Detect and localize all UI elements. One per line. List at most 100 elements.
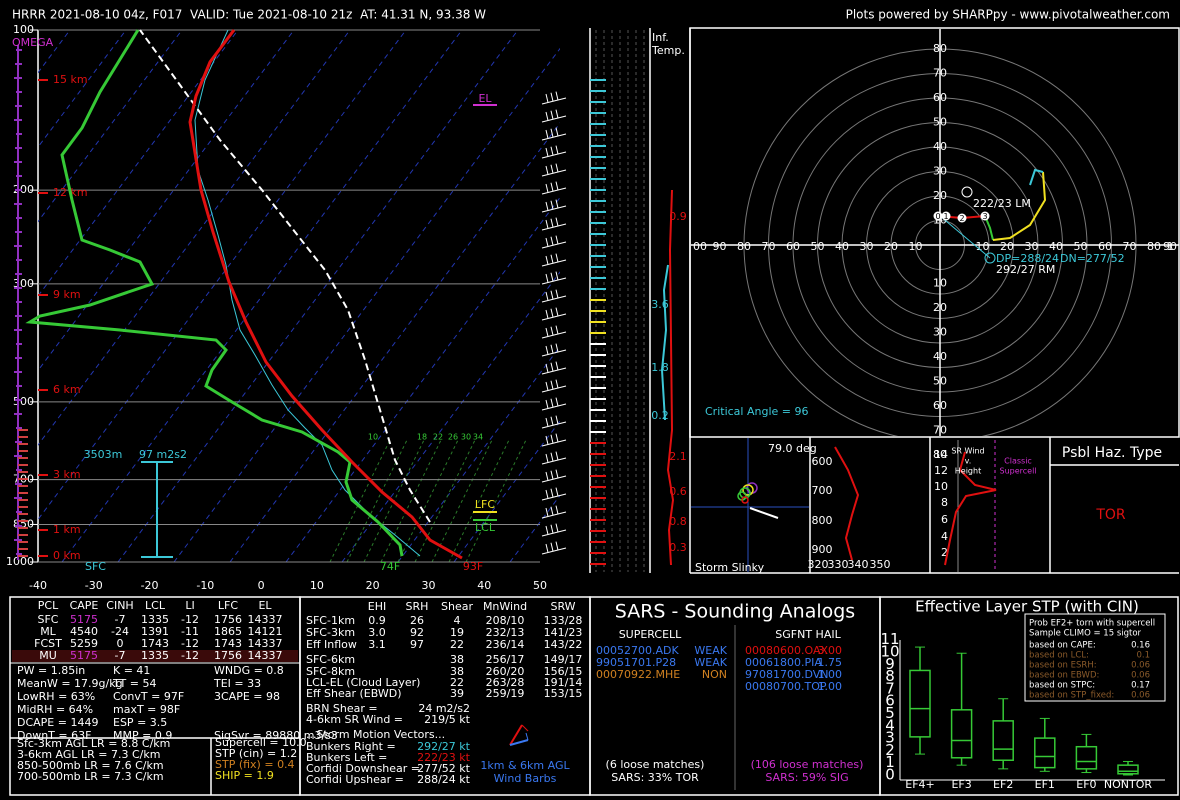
index-value: DownT = 63F — [17, 729, 91, 742]
hodo-ring-label: 70 — [933, 424, 947, 437]
kinematic-cell: 232/13 — [486, 626, 525, 639]
parcel-cell: 1756 — [214, 613, 242, 626]
hodo-ring-label: 20 — [1000, 240, 1014, 253]
sars-match: 97081700.DVN — [745, 668, 829, 681]
left-mover-label: 222/23 LM — [973, 197, 1031, 210]
hodo-height-dot — [933, 211, 943, 221]
kinematic-cell: 0.9 — [368, 614, 386, 627]
sr-title: SR Wind — [951, 447, 984, 456]
wind-barb-staff — [541, 133, 567, 141]
mini-barb — [521, 724, 529, 732]
hodo-height-dot — [941, 211, 951, 221]
index-value: TEI = 33 — [213, 677, 261, 690]
kinematic-header: EHI — [368, 600, 386, 613]
lapse-rate: Sfc-3km AGL LR = 8.8 C/km — [17, 737, 170, 750]
wind-barb-flag — [555, 379, 559, 389]
storm-motion-value: 292/27 kt — [417, 740, 471, 753]
mixing-ratio-line — [448, 439, 510, 562]
hodo-ring-label: 10 — [933, 277, 947, 290]
kinematic-header: SRH — [406, 600, 429, 613]
composite: STP (fix) = 0.4 — [215, 758, 295, 771]
isotherm — [397, 345, 560, 562]
mixing-ratio-line — [329, 439, 391, 562]
wind-barb-flag — [550, 488, 554, 498]
stp-x-label: EF3 — [951, 778, 971, 791]
parcel-cell: -11 — [181, 625, 199, 638]
wind-barb-flag — [550, 110, 554, 120]
stp-box — [909, 669, 931, 738]
parcel-cell: -12 — [181, 613, 199, 626]
index-value: MeanW = 17.9g/kg — [17, 677, 123, 690]
kinematic-layer: SFC-8km — [306, 665, 355, 678]
mixing-ratio-line — [414, 439, 476, 562]
wind-barb-flag — [555, 433, 559, 443]
hodo-ring-label: 80 — [737, 240, 751, 253]
slinky-title: Storm Slinky — [695, 561, 765, 574]
wind-barb-flag — [545, 327, 549, 337]
wind-barb-staff — [541, 97, 567, 105]
inflow-depth: 3503m — [84, 448, 123, 461]
hodo-ring-label: 90 — [1163, 240, 1177, 253]
stp-x-label: EF0 — [1076, 778, 1096, 791]
stp-y-label: 1 — [885, 753, 895, 771]
kinematic-layer: SFC-6km — [306, 653, 355, 666]
hodo-ring-label: 60 — [1098, 240, 1112, 253]
hodo-ring-label: 50 — [933, 375, 947, 388]
wind-barb-flag — [550, 182, 554, 192]
temperature-label: 0 — [258, 579, 265, 592]
sars-hail-title: SGFNT HAIL — [775, 628, 841, 641]
sars-match: 00061800.PIA — [745, 656, 822, 669]
sars-supercell-title: SUPERCELL — [619, 628, 682, 641]
wind-barb-staff — [541, 187, 567, 195]
kinematic-cell: 259/19 — [486, 687, 525, 700]
wind-barb-staff — [541, 421, 567, 429]
kinematic-extra: 4-6km SR Wind = — [306, 713, 403, 726]
plot-layer: HRRR 2021-08-10 04z, F017 VALID: Tue 202… — [6, 8, 1179, 791]
sars-size: 1.00 — [818, 668, 843, 681]
parcel-cell: 1756 — [214, 649, 242, 662]
parcel-cell: 0 — [117, 637, 124, 650]
index-value: ESP = 3.5 — [113, 716, 167, 729]
sars-match: 00080700.TOP — [745, 680, 827, 693]
kinematic-cell: 92 — [410, 626, 424, 639]
composite: SHIP = 1.9 — [215, 769, 274, 782]
wind-barb-flag — [550, 164, 554, 174]
sars-class: NON — [702, 668, 727, 681]
hodo-ring-label: 70 — [762, 240, 776, 253]
hodo-ring-label: 50 — [1074, 240, 1088, 253]
parcel-header: PCL — [38, 599, 59, 612]
kinematic-cell: 256/17 — [486, 653, 525, 666]
wind-barb-flag — [550, 470, 554, 480]
hodo-ring-label: 40 — [933, 140, 947, 153]
wind-barb-staff — [541, 331, 567, 339]
parcel-cell: 5175 — [70, 649, 98, 662]
storm-motion-label: Corfidi Downshear = — [306, 762, 420, 775]
isotherm — [341, 271, 560, 562]
wind-barb-flag — [555, 397, 559, 407]
parcel-cell: 1335 — [141, 649, 169, 662]
sr-height-label: 10 — [934, 480, 948, 493]
parcel-header: CAPE — [70, 599, 99, 612]
mini-barb — [509, 724, 523, 746]
hodo-height-marker: 1 — [943, 212, 948, 221]
wind-barb-flag — [550, 542, 554, 552]
parcel-cell: -7 — [115, 649, 126, 662]
theta-e-trace — [834, 446, 860, 561]
wind-barb-flag — [550, 362, 554, 372]
hodo-ring-label: 80 — [933, 448, 947, 461]
wind-barb-flag — [545, 381, 549, 391]
wind-barb-flag — [555, 199, 559, 209]
index-value: MidRH = 64% — [17, 703, 93, 716]
wind-barb-flag — [550, 200, 554, 210]
parcel-cell: 1391 — [141, 625, 169, 638]
wind-barb-flag — [555, 469, 559, 479]
kinematic-cell: 22 — [450, 676, 464, 689]
kinematic-cell: 191/14 — [544, 676, 583, 689]
wind-barb-flag — [545, 273, 549, 283]
storm-motion-value: 222/23 kt — [417, 751, 471, 764]
hodo-ring-label: 40 — [1049, 240, 1063, 253]
sr-height-label: 4 — [941, 530, 948, 543]
wind-barb-flag — [555, 91, 559, 101]
kinematic-cell: 263/28 — [486, 676, 525, 689]
index-value: WNDG = 0.8 — [214, 664, 284, 677]
